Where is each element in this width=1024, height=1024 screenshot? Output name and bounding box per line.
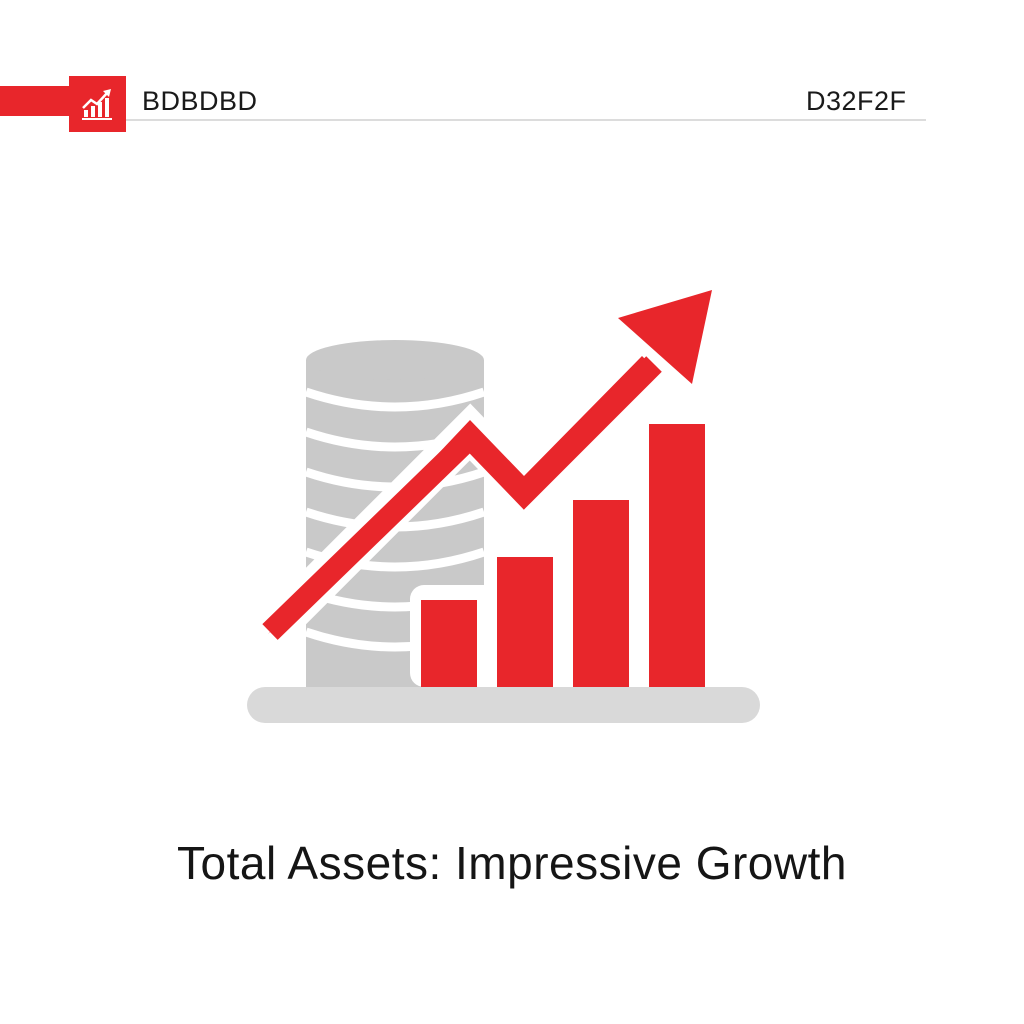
growth-chart-icon bbox=[82, 89, 112, 120]
header-divider bbox=[126, 119, 926, 121]
header-right-label: D32F2F bbox=[806, 86, 907, 116]
header-left-label: BDBDBD bbox=[142, 86, 258, 116]
bar-4 bbox=[649, 424, 705, 687]
base-platform bbox=[247, 687, 760, 723]
header-logo bbox=[69, 76, 126, 132]
bar-1 bbox=[421, 600, 477, 687]
growth-bars bbox=[421, 424, 705, 687]
bar-3 bbox=[573, 500, 629, 687]
bar-2 bbox=[497, 557, 553, 687]
trend-arrow-icon bbox=[257, 283, 719, 645]
caption-title: Total Assets: Impressive Growth bbox=[177, 837, 847, 889]
header-accent-band bbox=[0, 86, 80, 116]
